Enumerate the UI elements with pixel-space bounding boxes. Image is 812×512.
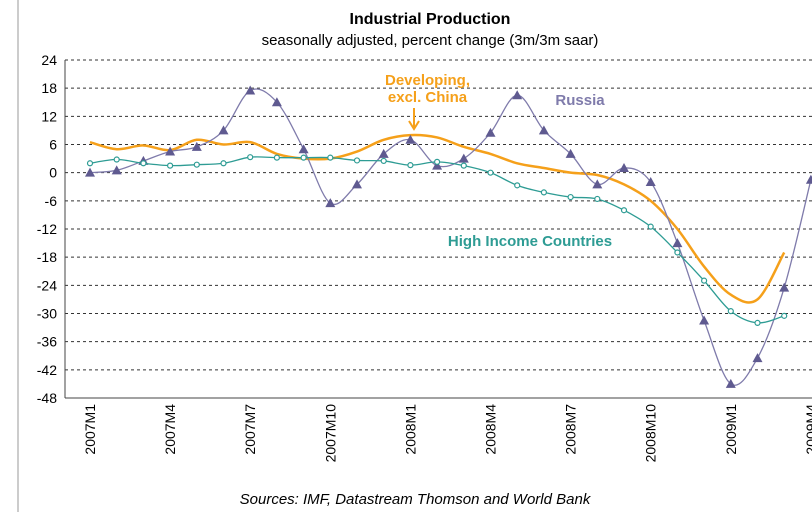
data-point bbox=[565, 148, 576, 158]
data-point bbox=[298, 144, 309, 154]
y-tick-label: 0 bbox=[49, 165, 57, 181]
x-tick-label: 2007M4 bbox=[162, 404, 178, 455]
data-point bbox=[514, 182, 521, 189]
data-point bbox=[220, 160, 227, 167]
data-point bbox=[779, 282, 790, 292]
data-point bbox=[327, 154, 334, 161]
data-point bbox=[538, 125, 549, 135]
data-point bbox=[271, 97, 282, 107]
x-tick-label: 2008M1 bbox=[402, 404, 418, 455]
data-point bbox=[407, 162, 414, 169]
data-point bbox=[781, 312, 788, 319]
data-point bbox=[353, 157, 361, 164]
data-point bbox=[352, 179, 362, 189]
y-tick-label: 6 bbox=[49, 137, 57, 153]
x-tick-label: 2009M1 bbox=[723, 404, 739, 455]
y-tick-label: 24 bbox=[41, 52, 57, 68]
data-point bbox=[592, 179, 603, 189]
data-point bbox=[273, 154, 280, 161]
data-point bbox=[218, 125, 229, 135]
data-point bbox=[86, 160, 94, 167]
y-tick-label: -18 bbox=[37, 249, 57, 265]
data-point bbox=[645, 177, 656, 187]
y-tick-label: -48 bbox=[37, 390, 57, 406]
series-label: High Income Countries bbox=[447, 233, 613, 250]
x-tick-label: 2007M10 bbox=[322, 404, 338, 463]
data-point bbox=[567, 193, 574, 201]
data-point bbox=[434, 158, 441, 165]
series-label: Russia bbox=[555, 92, 605, 109]
data-point bbox=[752, 353, 763, 363]
x-tick-label: 2008M4 bbox=[483, 404, 499, 455]
data-point bbox=[85, 167, 95, 177]
series-line bbox=[89, 133, 786, 304]
data-point bbox=[193, 161, 200, 168]
data-point bbox=[140, 160, 147, 167]
x-tick-label: 2007M1 bbox=[82, 404, 98, 455]
y-tick-label: -42 bbox=[37, 362, 57, 378]
data-point bbox=[727, 308, 734, 315]
y-tick-label: -36 bbox=[37, 334, 57, 350]
series-label: Developing, excl. China bbox=[384, 72, 470, 106]
data-point bbox=[512, 90, 523, 100]
data-point bbox=[458, 153, 469, 163]
y-tick-label: -12 bbox=[37, 221, 57, 237]
data-point bbox=[672, 238, 683, 248]
data-point bbox=[620, 207, 628, 214]
data-point bbox=[378, 148, 389, 158]
data-point bbox=[247, 154, 254, 161]
y-tick-label: -30 bbox=[37, 306, 57, 322]
data-point bbox=[699, 315, 710, 325]
data-point bbox=[540, 189, 548, 196]
data-point bbox=[380, 157, 387, 165]
y-tick-label: -24 bbox=[37, 277, 57, 293]
data-point bbox=[300, 154, 307, 161]
data-point bbox=[405, 134, 416, 144]
y-tick-label: 18 bbox=[41, 80, 57, 96]
data-point bbox=[700, 277, 708, 284]
chart-subtitle: seasonally adjusted, percent change (3m/… bbox=[262, 32, 599, 49]
data-point bbox=[167, 162, 174, 169]
label-arrow bbox=[408, 108, 420, 131]
data-point bbox=[647, 223, 654, 230]
data-point bbox=[460, 162, 467, 169]
y-tick-label: -6 bbox=[45, 193, 58, 209]
x-tick-label: 2008M7 bbox=[563, 404, 579, 455]
data-point bbox=[487, 169, 494, 176]
data-point bbox=[191, 141, 202, 151]
data-point bbox=[594, 195, 601, 203]
data-point bbox=[113, 156, 120, 163]
y-tick-label: 12 bbox=[41, 108, 57, 124]
data-point bbox=[485, 127, 496, 137]
x-tick-label: 2008M10 bbox=[643, 404, 659, 463]
data-point bbox=[432, 160, 443, 170]
data-point bbox=[754, 319, 761, 326]
data-point bbox=[805, 174, 812, 184]
data-point bbox=[619, 162, 629, 172]
chart-title: Industrial Production bbox=[350, 11, 511, 28]
data-point bbox=[165, 146, 176, 156]
source-note: Sources: IMF, Datastream Thomson and Wor… bbox=[240, 491, 592, 508]
data-point bbox=[674, 249, 681, 256]
data-point bbox=[325, 198, 336, 208]
data-point bbox=[245, 85, 256, 95]
data-point bbox=[111, 165, 122, 175]
data-point bbox=[725, 378, 736, 388]
x-tick-label: 2009M4 bbox=[803, 404, 812, 455]
x-tick-label: 2007M7 bbox=[242, 404, 258, 455]
